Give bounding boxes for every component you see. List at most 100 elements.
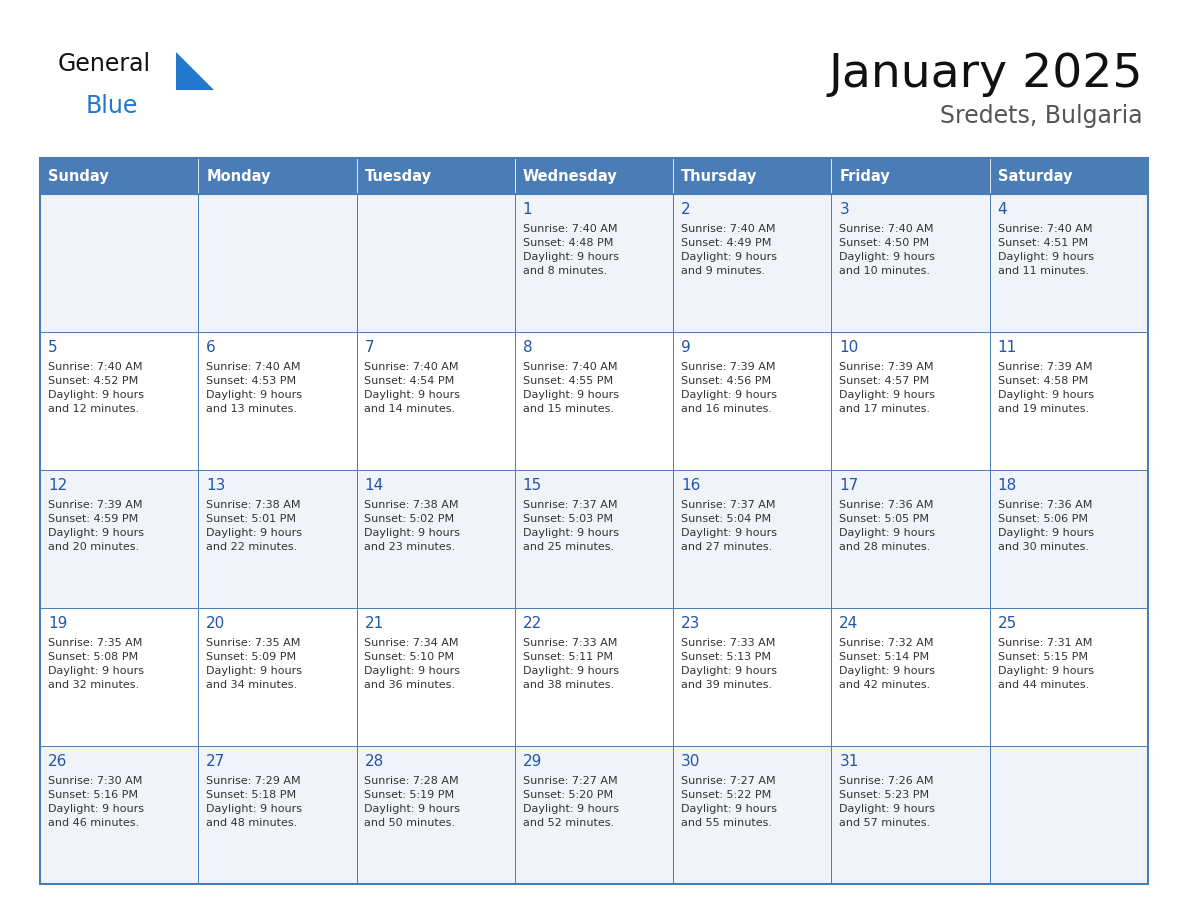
Text: Saturday: Saturday [998,169,1072,184]
Text: 7: 7 [365,340,374,355]
Text: 14: 14 [365,478,384,493]
Bar [198,608,356,746]
Text: Sunrise: 7:35 AM
Sunset: 5:09 PM
Daylight: 9 hours
and 34 minutes.: Sunrise: 7:35 AM Sunset: 5:09 PM Dayligh… [207,638,302,690]
Text: Wednesday: Wednesday [523,169,618,184]
Text: 24: 24 [840,616,859,631]
Text: Sunrise: 7:40 AM
Sunset: 4:51 PM
Daylight: 9 hours
and 11 minutes.: Sunrise: 7:40 AM Sunset: 4:51 PM Dayligh… [998,224,1094,276]
Text: Sunrise: 7:40 AM
Sunset: 4:55 PM
Daylight: 9 hours
and 15 minutes.: Sunrise: 7:40 AM Sunset: 4:55 PM Dayligh… [523,362,619,414]
Text: Blue: Blue [86,94,138,118]
Bar [198,470,356,608]
Bar [40,470,198,608]
Bar [832,332,990,470]
Bar [990,746,1148,884]
Text: 1: 1 [523,202,532,217]
Text: 4: 4 [998,202,1007,217]
Text: Monday: Monday [207,169,271,184]
Bar [40,746,198,884]
Text: Sunrise: 7:38 AM
Sunset: 5:01 PM
Daylight: 9 hours
and 22 minutes.: Sunrise: 7:38 AM Sunset: 5:01 PM Dayligh… [207,500,302,552]
Text: 28: 28 [365,754,384,769]
Text: Thursday: Thursday [681,169,758,184]
Text: Sunrise: 7:34 AM
Sunset: 5:10 PM
Daylight: 9 hours
and 36 minutes.: Sunrise: 7:34 AM Sunset: 5:10 PM Dayligh… [365,638,461,690]
Text: 10: 10 [840,340,859,355]
Text: 9: 9 [681,340,690,355]
Bar [40,194,198,332]
Bar [832,194,990,332]
Text: Sunrise: 7:37 AM
Sunset: 5:03 PM
Daylight: 9 hours
and 25 minutes.: Sunrise: 7:37 AM Sunset: 5:03 PM Dayligh… [523,500,619,552]
Bar [356,158,514,194]
Bar [40,158,1148,884]
Text: Sunrise: 7:26 AM
Sunset: 5:23 PM
Daylight: 9 hours
and 57 minutes.: Sunrise: 7:26 AM Sunset: 5:23 PM Dayligh… [840,776,935,828]
Text: 16: 16 [681,478,701,493]
Text: 13: 13 [207,478,226,493]
Text: 6: 6 [207,340,216,355]
Polygon shape [176,52,214,90]
Bar [514,470,674,608]
Text: 23: 23 [681,616,701,631]
Bar [674,470,832,608]
Text: Sunrise: 7:40 AM
Sunset: 4:48 PM
Daylight: 9 hours
and 8 minutes.: Sunrise: 7:40 AM Sunset: 4:48 PM Dayligh… [523,224,619,276]
Text: Sunrise: 7:33 AM
Sunset: 5:11 PM
Daylight: 9 hours
and 38 minutes.: Sunrise: 7:33 AM Sunset: 5:11 PM Dayligh… [523,638,619,690]
Text: Sunrise: 7:33 AM
Sunset: 5:13 PM
Daylight: 9 hours
and 39 minutes.: Sunrise: 7:33 AM Sunset: 5:13 PM Dayligh… [681,638,777,690]
Bar [356,332,514,470]
Bar [514,332,674,470]
Bar [514,746,674,884]
Text: 26: 26 [48,754,68,769]
Text: Friday: Friday [840,169,890,184]
Bar [990,158,1148,194]
Text: 22: 22 [523,616,542,631]
Text: 19: 19 [48,616,68,631]
Bar [198,158,356,194]
Bar [990,608,1148,746]
Text: Sunrise: 7:39 AM
Sunset: 4:56 PM
Daylight: 9 hours
and 16 minutes.: Sunrise: 7:39 AM Sunset: 4:56 PM Dayligh… [681,362,777,414]
Text: Sunrise: 7:27 AM
Sunset: 5:20 PM
Daylight: 9 hours
and 52 minutes.: Sunrise: 7:27 AM Sunset: 5:20 PM Dayligh… [523,776,619,828]
Bar [832,158,990,194]
Bar [674,332,832,470]
Text: Sunrise: 7:36 AM
Sunset: 5:05 PM
Daylight: 9 hours
and 28 minutes.: Sunrise: 7:36 AM Sunset: 5:05 PM Dayligh… [840,500,935,552]
Bar [990,332,1148,470]
Text: 15: 15 [523,478,542,493]
Text: Sunrise: 7:35 AM
Sunset: 5:08 PM
Daylight: 9 hours
and 32 minutes.: Sunrise: 7:35 AM Sunset: 5:08 PM Dayligh… [48,638,144,690]
Text: 8: 8 [523,340,532,355]
Text: Sredets, Bulgaria: Sredets, Bulgaria [941,104,1143,128]
Bar [514,194,674,332]
Text: 18: 18 [998,478,1017,493]
Bar [674,194,832,332]
Text: Sunrise: 7:28 AM
Sunset: 5:19 PM
Daylight: 9 hours
and 50 minutes.: Sunrise: 7:28 AM Sunset: 5:19 PM Dayligh… [365,776,461,828]
Text: 30: 30 [681,754,701,769]
Text: Sunrise: 7:36 AM
Sunset: 5:06 PM
Daylight: 9 hours
and 30 minutes.: Sunrise: 7:36 AM Sunset: 5:06 PM Dayligh… [998,500,1094,552]
Bar [40,332,198,470]
Bar [40,158,198,194]
Text: Sunrise: 7:40 AM
Sunset: 4:53 PM
Daylight: 9 hours
and 13 minutes.: Sunrise: 7:40 AM Sunset: 4:53 PM Dayligh… [207,362,302,414]
Text: 25: 25 [998,616,1017,631]
Text: 2: 2 [681,202,690,217]
Text: 31: 31 [840,754,859,769]
Text: Sunday: Sunday [48,169,108,184]
Bar [40,608,198,746]
Text: Sunrise: 7:32 AM
Sunset: 5:14 PM
Daylight: 9 hours
and 42 minutes.: Sunrise: 7:32 AM Sunset: 5:14 PM Dayligh… [840,638,935,690]
Text: Sunrise: 7:31 AM
Sunset: 5:15 PM
Daylight: 9 hours
and 44 minutes.: Sunrise: 7:31 AM Sunset: 5:15 PM Dayligh… [998,638,1094,690]
Text: Sunrise: 7:37 AM
Sunset: 5:04 PM
Daylight: 9 hours
and 27 minutes.: Sunrise: 7:37 AM Sunset: 5:04 PM Dayligh… [681,500,777,552]
Text: January 2025: January 2025 [828,52,1143,97]
Text: Sunrise: 7:30 AM
Sunset: 5:16 PM
Daylight: 9 hours
and 46 minutes.: Sunrise: 7:30 AM Sunset: 5:16 PM Dayligh… [48,776,144,828]
Bar [198,194,356,332]
Bar [356,194,514,332]
Bar [356,608,514,746]
Bar [674,158,832,194]
Text: 11: 11 [998,340,1017,355]
Text: Sunrise: 7:40 AM
Sunset: 4:52 PM
Daylight: 9 hours
and 12 minutes.: Sunrise: 7:40 AM Sunset: 4:52 PM Dayligh… [48,362,144,414]
Text: Tuesday: Tuesday [365,169,431,184]
Bar [990,194,1148,332]
Text: Sunrise: 7:40 AM
Sunset: 4:49 PM
Daylight: 9 hours
and 9 minutes.: Sunrise: 7:40 AM Sunset: 4:49 PM Dayligh… [681,224,777,276]
Bar [832,746,990,884]
Text: 20: 20 [207,616,226,631]
Text: General: General [58,52,151,76]
Text: Sunrise: 7:27 AM
Sunset: 5:22 PM
Daylight: 9 hours
and 55 minutes.: Sunrise: 7:27 AM Sunset: 5:22 PM Dayligh… [681,776,777,828]
Text: 27: 27 [207,754,226,769]
Text: Sunrise: 7:39 AM
Sunset: 4:57 PM
Daylight: 9 hours
and 17 minutes.: Sunrise: 7:39 AM Sunset: 4:57 PM Dayligh… [840,362,935,414]
Text: Sunrise: 7:40 AM
Sunset: 4:50 PM
Daylight: 9 hours
and 10 minutes.: Sunrise: 7:40 AM Sunset: 4:50 PM Dayligh… [840,224,935,276]
Text: Sunrise: 7:40 AM
Sunset: 4:54 PM
Daylight: 9 hours
and 14 minutes.: Sunrise: 7:40 AM Sunset: 4:54 PM Dayligh… [365,362,461,414]
Bar [990,470,1148,608]
Bar [674,608,832,746]
Bar [356,746,514,884]
Text: 3: 3 [840,202,849,217]
